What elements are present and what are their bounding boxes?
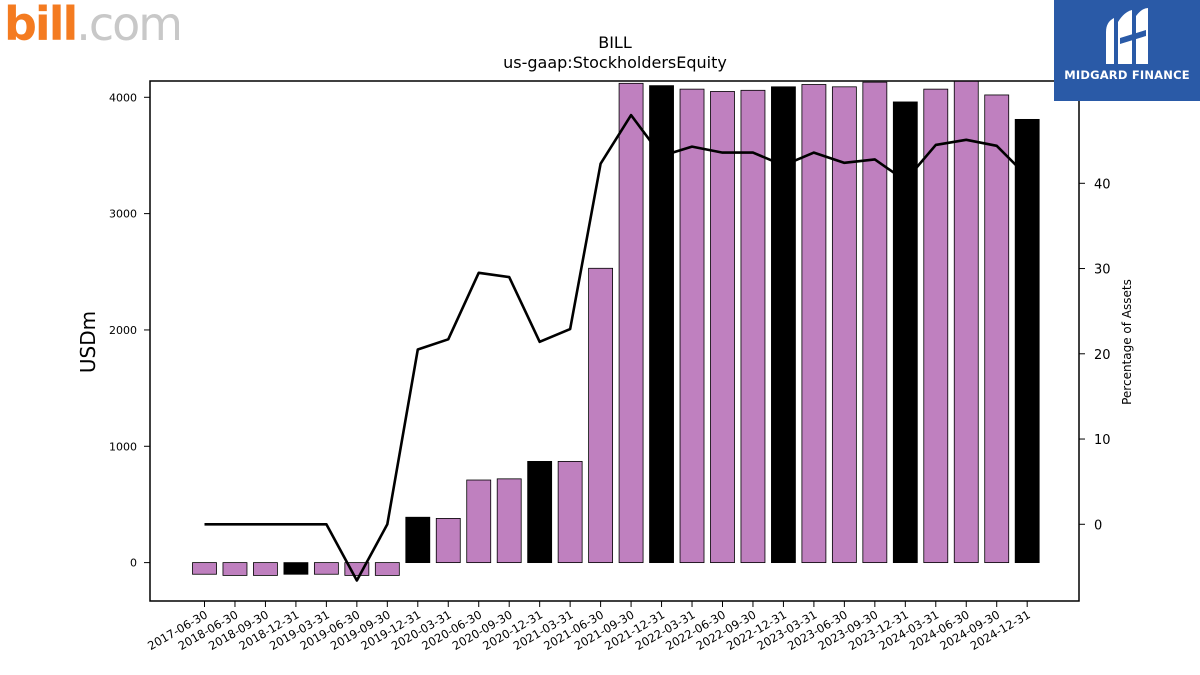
bar — [862, 81, 888, 564]
plot-frame — [149, 80, 1080, 602]
bar — [192, 562, 217, 575]
bar — [679, 88, 705, 564]
y-tick-label: 1000 — [109, 440, 137, 453]
bar — [344, 562, 370, 576]
bar — [618, 82, 644, 564]
bars-group — [192, 80, 1040, 576]
bill-logo-text: bill.com — [4, 2, 179, 46]
bar — [923, 88, 949, 564]
y2-axis: 0 10 20 30 40 — [1079, 177, 1111, 533]
bar — [253, 562, 278, 576]
midgard-finance-logo: MIDGARD FINANCE — [1054, 0, 1200, 101]
y2-tick-label: 30 — [1094, 263, 1111, 278]
y-tick-label: 4000 — [109, 91, 137, 104]
bar — [953, 80, 979, 564]
bar — [557, 460, 583, 564]
bar — [649, 85, 674, 564]
midgard-emblem-icon — [1106, 8, 1148, 64]
bar — [466, 479, 492, 564]
bar — [222, 562, 248, 576]
bar — [771, 86, 796, 564]
y2-tick-label: 40 — [1094, 177, 1111, 192]
y-tick-label: 3000 — [109, 208, 137, 221]
bill-logo-bill: bill — [4, 2, 76, 46]
bar — [283, 562, 309, 575]
bar — [831, 86, 857, 564]
bar — [435, 518, 461, 564]
y2-axis-label: Percentage of Assets — [1120, 279, 1134, 405]
bar — [496, 478, 522, 564]
bar — [527, 460, 553, 564]
chart-title: BILL — [598, 33, 632, 52]
bar — [740, 89, 766, 564]
chart-subtitle: us-gaap:StockholdersEquity — [503, 53, 727, 72]
y2-tick-label: 10 — [1094, 433, 1111, 448]
percentage-line — [204, 113, 1029, 582]
bill-logo-com: .com — [76, 2, 179, 46]
y-tick-label: 0 — [130, 557, 137, 570]
y2-tick-label: 20 — [1094, 348, 1111, 363]
bar — [405, 516, 431, 564]
x-axis: 2017-06-302018-06-302018-09-302018-12-31… — [145, 601, 1033, 653]
bar — [984, 94, 1010, 564]
bar — [588, 267, 614, 564]
y-axis: 0 1000 2000 3000 4000 — [109, 91, 150, 570]
bar — [374, 562, 400, 576]
bar — [892, 101, 918, 564]
y-axis-label: USDm — [76, 311, 100, 373]
bar — [1014, 118, 1040, 564]
bill-logo: bill.com — [4, 2, 179, 46]
y2-tick-label: 0 — [1094, 518, 1102, 533]
midgard-finance-text: MIDGARD FINANCE — [1064, 68, 1190, 82]
bar — [313, 562, 339, 575]
line-group — [204, 113, 1029, 582]
bar — [710, 91, 735, 564]
y-tick-label: 2000 — [109, 324, 137, 337]
bar — [801, 84, 827, 564]
